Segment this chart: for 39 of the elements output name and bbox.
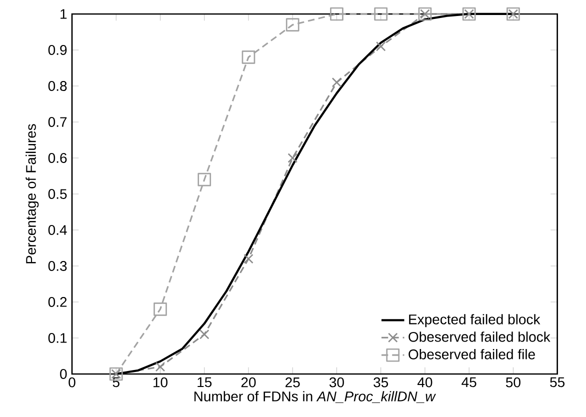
- x-tick-label: 15: [198, 377, 212, 388]
- y-tick-label: 1: [60, 9, 67, 19]
- point: [154, 302, 167, 316]
- point: [288, 153, 298, 163]
- point: [286, 18, 300, 32]
- x-tick-label: 0: [68, 377, 76, 388]
- y-tick-label: 0.4: [48, 225, 67, 235]
- y-tick-label: 0.2: [48, 297, 67, 307]
- point: [242, 50, 256, 64]
- y-tick-label: 0.1: [48, 333, 67, 343]
- x-tick-label: 55: [550, 377, 565, 388]
- y-tick-label: 0.7: [48, 117, 67, 127]
- x-tick-label: 10: [154, 377, 168, 388]
- x-tick-label: 20: [241, 377, 256, 388]
- y-tick-label: 0.8: [48, 81, 67, 91]
- legend-label: Expected failed block: [409, 314, 540, 328]
- x-tick-label: 40: [417, 377, 432, 388]
- y-tick-label: 0: [60, 369, 67, 379]
- x-axis-title: Number of FDNs in AN_Proc_killDN_w: [194, 391, 436, 403]
- y-tick-label: 0.5: [48, 189, 67, 199]
- point: [155, 362, 166, 372]
- point: [244, 254, 254, 264]
- point: [199, 329, 210, 340]
- y-tick-label: 0.6: [48, 153, 67, 163]
- point: [332, 77, 342, 88]
- point: [330, 7, 344, 21]
- point: [374, 7, 388, 21]
- point: [376, 41, 386, 52]
- legend-label: Obeserved failed block: [408, 332, 550, 342]
- x-tick-label: 25: [286, 377, 300, 388]
- point: [198, 172, 212, 186]
- x-tick-label: 45: [462, 377, 476, 388]
- y-axis-title: Percentage of Failures: [26, 124, 39, 264]
- x-tick-label: 50: [506, 377, 520, 388]
- legend-label: Obeserved failed file: [408, 349, 535, 360]
- x-tick-label: 30: [329, 377, 344, 388]
- y-tick-label: 0.9: [48, 45, 67, 55]
- y-tick-label: 0.3: [48, 261, 67, 271]
- x-tick-label: 35: [374, 377, 388, 388]
